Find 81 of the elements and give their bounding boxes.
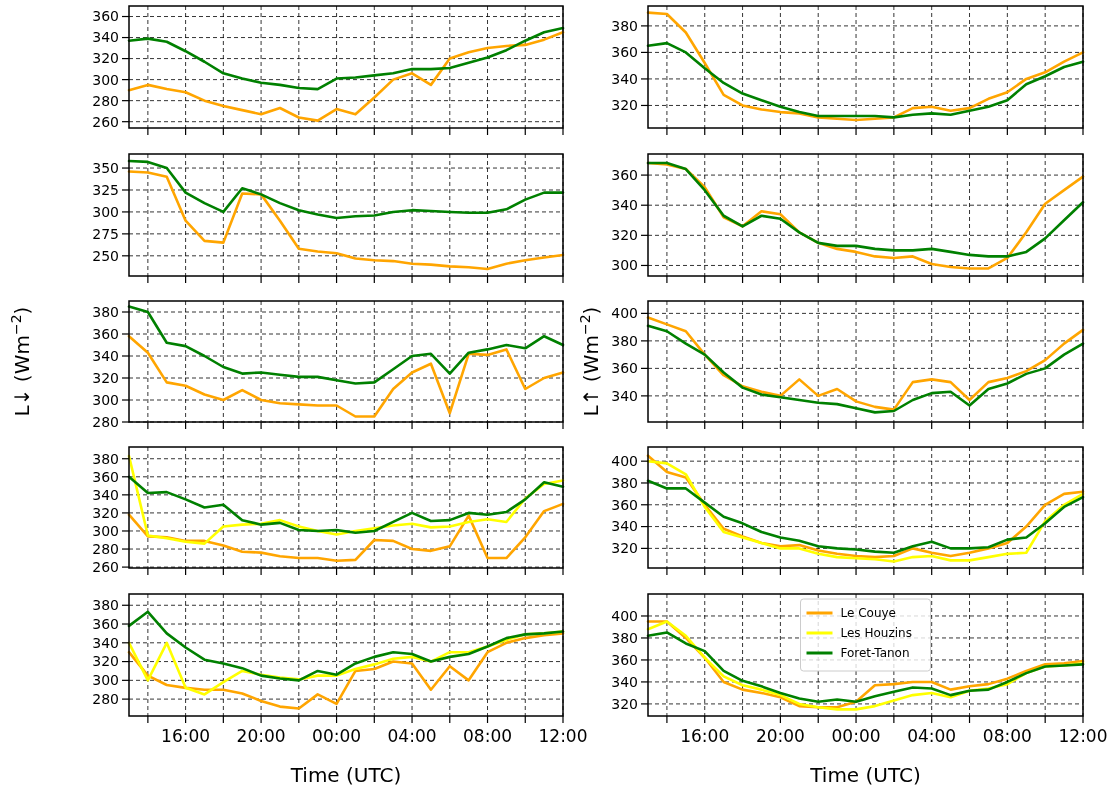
y-tick-label: 380: [92, 450, 119, 467]
y-tick-label: 360: [611, 44, 638, 61]
y-tick-label: 340: [92, 29, 119, 46]
line-series: [127, 170, 565, 271]
x-axis-title: Time (UTC): [289, 763, 402, 787]
y-tick-label: 320: [611, 695, 638, 712]
y-tick-label: 300: [611, 257, 638, 274]
y-tick-label: 350: [92, 159, 119, 176]
line-series: [127, 632, 565, 710]
y-tick-label: 360: [611, 651, 638, 668]
x-tick-label: 12:00: [1058, 726, 1108, 746]
y-tick-label: 280: [92, 691, 119, 708]
x-axis-title: Time (UTC): [809, 763, 921, 787]
x-tick-label: 00:00: [312, 726, 362, 746]
y-tick-label: 340: [611, 387, 638, 404]
x-tick-label: 20:00: [755, 726, 805, 746]
y-tick-label: 320: [92, 369, 119, 386]
line-series: [127, 475, 565, 535]
line-series: [127, 26, 565, 91]
line-series: [127, 159, 565, 220]
y-tick-label: 340: [92, 347, 119, 364]
y-tick-label: 320: [92, 50, 119, 67]
x-tick-label: 08:00: [982, 726, 1032, 746]
legend-label: Foret-Tanon: [840, 646, 910, 660]
y-tick-label: 380: [92, 303, 119, 320]
y-tick-label: 360: [92, 8, 119, 25]
y-tick-label: 300: [92, 71, 119, 88]
line-series: [127, 610, 565, 682]
y-tick-label: 400: [611, 453, 638, 470]
y-tick-label: 380: [611, 474, 638, 491]
y-tick-label: 280: [92, 92, 119, 109]
y-tick-label: 340: [92, 486, 119, 503]
line-series: [127, 305, 565, 385]
x-tick-label: 16:00: [680, 726, 730, 746]
y-tick-label: 320: [611, 540, 638, 557]
x-tick-label: 04:00: [907, 726, 957, 746]
y-tick-label: 380: [92, 597, 119, 614]
y-tick-label: 320: [611, 97, 638, 114]
legend-label: Les Houzins: [840, 626, 912, 640]
y-tick-label: 340: [611, 673, 638, 690]
y-tick-label: 280: [92, 413, 119, 430]
y-tick-label: 260: [92, 113, 119, 130]
x-tick-label: 08:00: [463, 726, 513, 746]
y-tick-label: 360: [611, 166, 638, 183]
x-tick-label: 20:00: [236, 726, 286, 746]
x-tick-label: 00:00: [831, 726, 881, 746]
y-tick-label: 360: [92, 615, 119, 632]
y-tick-label: 400: [611, 607, 638, 624]
x-tick-label: 16:00: [161, 726, 211, 746]
y-tick-label: 250: [92, 247, 119, 264]
line-series: [127, 334, 565, 418]
y-tick-label: 275: [92, 225, 119, 242]
y-tick-label: 340: [92, 634, 119, 651]
y-tick-label: 320: [92, 504, 119, 521]
y-tick-label: 280: [92, 540, 119, 557]
y-tick-label: 320: [92, 653, 119, 670]
y-tick-label: 380: [611, 629, 638, 646]
y-tick-label: 360: [611, 496, 638, 513]
y-tick-label: 260: [92, 559, 119, 575]
legend-label: Le Couye: [840, 606, 896, 620]
line-series: [646, 11, 1085, 122]
y-tick-label: 380: [611, 332, 638, 349]
x-tick-label: 04:00: [387, 726, 437, 746]
y-tick-label: 340: [611, 70, 638, 87]
y-tick-label: 340: [611, 518, 638, 535]
y-tick-label: 300: [92, 391, 119, 408]
y-tick-label: 360: [92, 325, 119, 342]
y-tick-label: 300: [92, 672, 119, 689]
line-series: [127, 30, 565, 122]
y-tick-label: 300: [92, 522, 119, 539]
y-tick-label: 380: [611, 17, 638, 34]
y-tick-label: 340: [611, 197, 638, 214]
y-tick-label: 360: [92, 468, 119, 485]
line-series: [646, 479, 1085, 555]
line-series: [646, 41, 1085, 119]
x-tick-label: 12:00: [538, 726, 588, 746]
y-tick-label: 400: [611, 305, 638, 322]
y-tick-label: 320: [611, 227, 638, 244]
y-tick-label: 300: [92, 203, 119, 220]
y-tick-label: 325: [92, 181, 119, 198]
y-tick-label: 360: [611, 360, 638, 377]
